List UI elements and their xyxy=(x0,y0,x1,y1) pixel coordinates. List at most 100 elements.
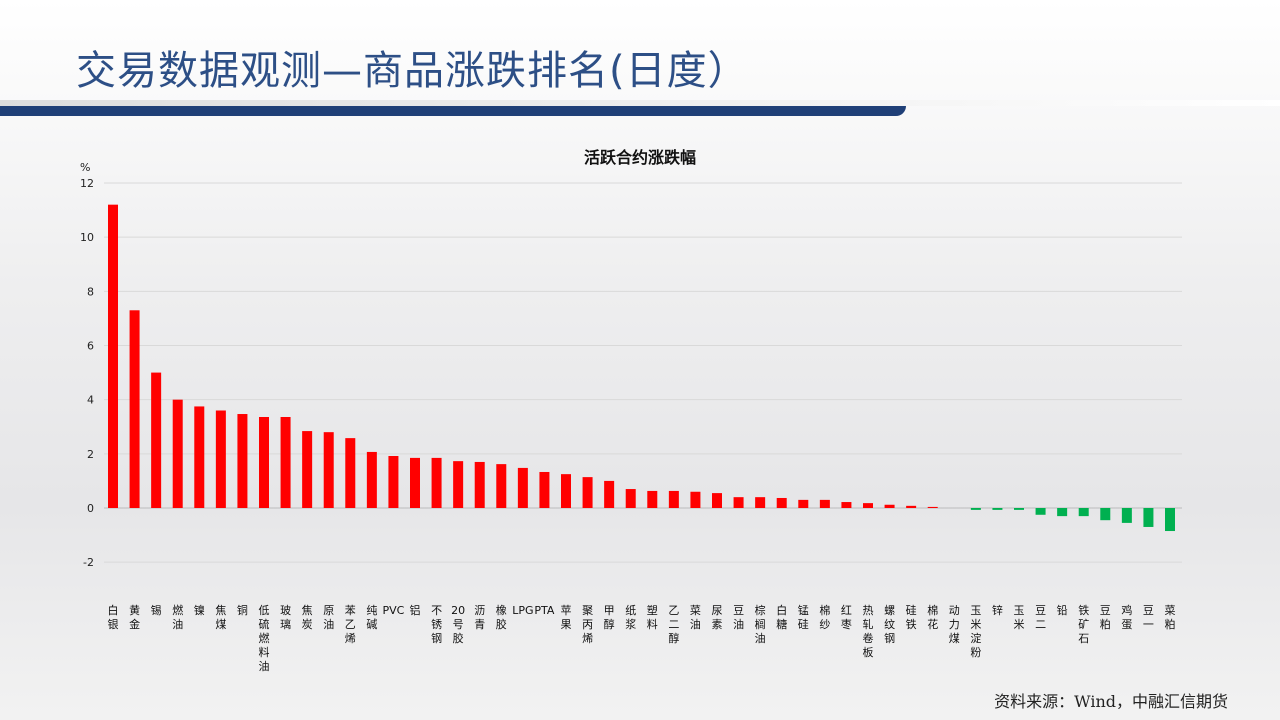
x-tick-label: 铁矿石 xyxy=(1078,604,1089,645)
x-tick-label: 红枣 xyxy=(841,604,852,631)
bar xyxy=(237,414,248,508)
header-band xyxy=(0,106,906,116)
bar xyxy=(410,457,420,508)
x-tick-label: 棕榈油 xyxy=(755,603,766,645)
chart-title: 活跃合约涨跌幅 xyxy=(583,148,696,167)
bar xyxy=(172,399,183,508)
page-title: 交易数据观测—商品涨跌排名(日度） xyxy=(76,48,749,94)
x-tick-label: 豆一 xyxy=(1143,604,1154,631)
x-tick-label: 黄金 xyxy=(129,603,140,631)
x-tick-label: 棉花 xyxy=(927,603,938,631)
bar xyxy=(194,406,205,508)
x-tick-label: 菜油 xyxy=(690,604,701,631)
bar xyxy=(863,503,873,508)
x-tick-label: LPG xyxy=(512,604,533,617)
bar xyxy=(1078,508,1089,517)
x-tick-label: 硅铁 xyxy=(906,604,917,631)
bar xyxy=(496,464,507,508)
bar xyxy=(323,432,334,508)
bar xyxy=(431,457,442,508)
x-tick-label: 鸡蛋 xyxy=(1121,603,1132,631)
x-tick-label: 尿素 xyxy=(712,604,723,631)
bar xyxy=(604,480,615,508)
bar xyxy=(755,497,766,508)
header-band-light xyxy=(0,100,1280,106)
bar xyxy=(712,493,722,508)
bar xyxy=(798,499,809,508)
x-tick-label: 镍 xyxy=(194,603,205,617)
x-tick-label: 白银 xyxy=(108,603,119,631)
x-tick-label: 焦炭 xyxy=(302,604,313,631)
bar xyxy=(302,431,313,508)
x-tick-label: 纯碱 xyxy=(366,604,377,631)
x-tick-label: 豆二 xyxy=(1035,604,1046,631)
bar xyxy=(690,491,701,508)
y-tick-label: 2 xyxy=(87,448,94,461)
x-tick-label: 橡胶 xyxy=(496,604,507,631)
x-tick-label: 燃油 xyxy=(172,603,183,631)
y-tick-label: 10 xyxy=(80,231,94,244)
bar xyxy=(970,508,981,510)
x-tick-label: 苯乙烯 xyxy=(345,603,356,645)
bar xyxy=(992,508,1003,510)
bar xyxy=(884,504,895,508)
bar xyxy=(841,502,852,508)
x-tick-label: 20 号胶 xyxy=(451,604,465,645)
bar xyxy=(280,417,291,508)
bar xyxy=(819,499,830,508)
x-tick-label: 焦煤 xyxy=(215,604,226,631)
bar xyxy=(647,490,658,508)
x-tick-label: PTA xyxy=(534,604,554,617)
bar xyxy=(906,505,917,508)
bar xyxy=(668,490,679,508)
bar xyxy=(259,417,269,508)
y-tick-label: 12 xyxy=(80,177,94,190)
x-tick-label: 原油 xyxy=(323,604,334,631)
x-tick-label: 螺纹钢 xyxy=(884,604,895,645)
y-axis-label: % xyxy=(80,161,90,174)
x-tick-label: 豆粕 xyxy=(1100,604,1111,631)
bar xyxy=(517,467,528,508)
x-tick-label: 沥青 xyxy=(474,604,485,631)
x-tick-label: 菜粕 xyxy=(1165,604,1176,631)
x-tick-label: 纸浆 xyxy=(625,604,636,631)
x-tick-label: 铅 xyxy=(1057,603,1068,617)
bar xyxy=(561,474,571,508)
x-tick-label: 塑料 xyxy=(647,603,658,631)
bar xyxy=(582,477,593,508)
x-tick-label: 锰硅 xyxy=(798,603,809,631)
x-tick-label: 苹果 xyxy=(561,603,572,631)
x-tick-label: 玉米淀粉 xyxy=(970,604,981,659)
bar xyxy=(388,456,399,508)
bar xyxy=(366,451,377,508)
bar xyxy=(129,310,140,508)
x-tick-label: 低硫燃料油 xyxy=(259,604,270,673)
bar xyxy=(151,372,162,508)
x-tick-label: 热轧卷板 xyxy=(863,604,874,659)
y-tick-label: 6 xyxy=(87,340,94,353)
y-tick-label: 0 xyxy=(87,502,94,515)
source-note: 资料来源：Wind，中融汇信期货 xyxy=(994,692,1228,711)
bar xyxy=(539,471,550,508)
bar xyxy=(1057,508,1068,517)
x-tick-label: PVC xyxy=(383,604,405,617)
x-tick-label: 乙二醇 xyxy=(668,604,679,645)
y-tick-label: -2 xyxy=(83,556,94,569)
x-tick-label: 锡 xyxy=(151,603,162,617)
y-tick-label: 4 xyxy=(87,394,94,407)
bar xyxy=(1121,508,1132,523)
y-tick-label: 8 xyxy=(87,285,94,298)
x-tick-label: 白糖 xyxy=(776,603,787,631)
x-tick-label: 铝 xyxy=(410,603,421,617)
x-tick-label: 甲醇 xyxy=(604,604,615,631)
x-tick-label: 铜 xyxy=(237,603,248,617)
x-tick-label: 豆油 xyxy=(733,604,744,631)
bar xyxy=(1014,508,1024,510)
x-tick-label: 锌 xyxy=(992,603,1003,617)
bar xyxy=(108,204,118,508)
x-tick-label: 玻璃 xyxy=(280,604,291,631)
bar xyxy=(474,461,485,508)
x-tick-label: 动力煤 xyxy=(949,604,960,645)
x-tick-label: 聚丙烯 xyxy=(582,604,593,645)
bar xyxy=(1035,508,1046,515)
